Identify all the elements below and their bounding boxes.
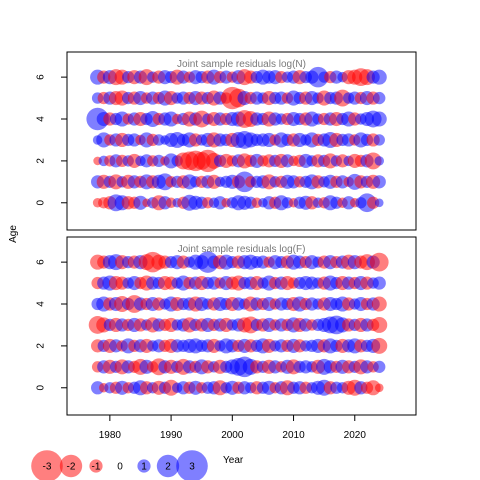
legend-label: -1 bbox=[92, 462, 101, 473]
residual-bubble bbox=[133, 195, 148, 210]
panel-frame bbox=[66, 51, 417, 231]
residual-bubble bbox=[374, 383, 384, 393]
residual-bubble bbox=[371, 316, 388, 333]
residual-bubble bbox=[369, 252, 389, 272]
residual-bubble bbox=[372, 175, 386, 189]
legend-label: -2 bbox=[67, 462, 76, 473]
residual-bubble bbox=[371, 69, 387, 85]
residual-bubble bbox=[371, 337, 388, 354]
residual-bubble bbox=[374, 198, 384, 208]
panel-title: Joint sample residuals log(F) bbox=[178, 244, 306, 255]
panel-logF: Joint sample residuals log(F) 0 2 4 6 bbox=[36, 236, 417, 416]
x-tick-label: 2020 bbox=[344, 430, 367, 441]
residual-bubble bbox=[372, 276, 386, 290]
legend-bubble bbox=[89, 459, 103, 473]
legend-label: 2 bbox=[165, 462, 171, 473]
y-tick-label: 2 bbox=[36, 158, 47, 164]
x-tick-label: 1980 bbox=[99, 430, 122, 441]
x-tick-label: 2000 bbox=[221, 430, 244, 441]
panel-logN: Joint sample residuals log(N) 0 2 4 6 bbox=[36, 51, 417, 231]
legend-bubble bbox=[176, 450, 208, 480]
residual-bubble bbox=[373, 360, 386, 373]
y-tick-label: 4 bbox=[36, 301, 47, 307]
residual-bubble bbox=[374, 156, 385, 166]
panel-frame bbox=[66, 236, 417, 416]
legend-label: 1 bbox=[141, 462, 147, 473]
y-tick-label: 6 bbox=[36, 259, 47, 265]
y-axis-label: Age bbox=[8, 225, 19, 243]
y-tick-label: 2 bbox=[36, 343, 47, 349]
x-tick-label: 2010 bbox=[282, 430, 305, 441]
x-axis: 1980 1990 2000 2010 2020 bbox=[99, 415, 367, 441]
residual-bubble bbox=[371, 111, 387, 127]
legend-bubble bbox=[156, 454, 180, 478]
y-tick-label: 4 bbox=[36, 116, 47, 122]
legend-label: -3 bbox=[43, 462, 52, 473]
residual-bubble bbox=[373, 91, 386, 105]
residual-bubble bbox=[371, 296, 387, 312]
residual-bubble bbox=[373, 134, 385, 146]
residual-bubble bbox=[365, 380, 381, 396]
y-tick-label: 0 bbox=[36, 200, 47, 206]
legend-bubble bbox=[137, 459, 151, 473]
legend: -3 -2 -1 0 1 2 3 bbox=[31, 450, 208, 480]
legend-label: 3 bbox=[189, 462, 195, 473]
y-tick-label: 0 bbox=[36, 385, 47, 391]
legend-bubble bbox=[31, 450, 63, 480]
residual-bubble bbox=[367, 196, 380, 209]
legend-bubble bbox=[59, 454, 83, 478]
panel-title: Joint sample residuals log(N) bbox=[177, 59, 306, 70]
y-tick-label: 6 bbox=[36, 74, 47, 80]
x-axis-label: Year bbox=[223, 455, 244, 466]
legend-label: 0 bbox=[117, 462, 123, 473]
x-tick-label: 1990 bbox=[160, 430, 183, 441]
